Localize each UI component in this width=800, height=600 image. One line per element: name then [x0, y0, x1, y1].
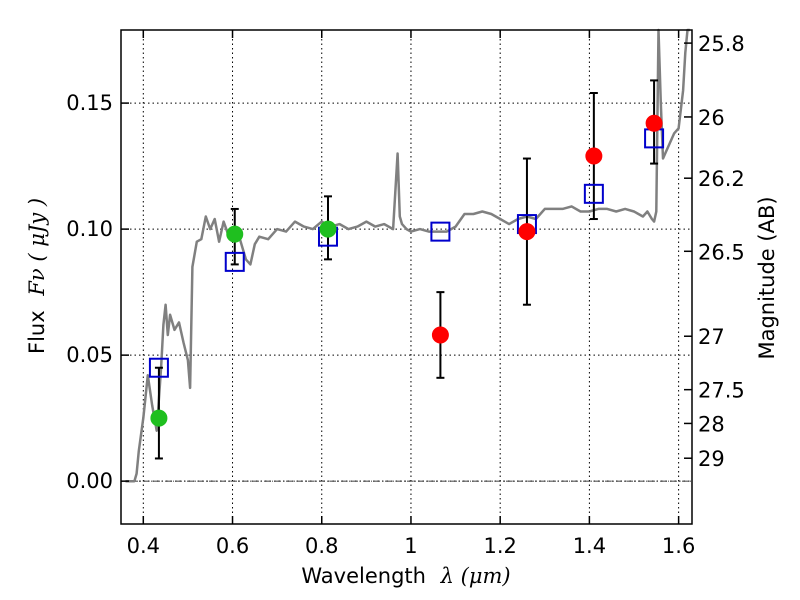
model-points-layer [148, 128, 665, 378]
y-axis-label-symbol: Fν ( μJy ) [25, 198, 49, 297]
observed-point-5 [585, 147, 603, 165]
observed-points-layer [150, 114, 663, 427]
model-spectrum-line [125, 28, 690, 483]
tick-layer: 0.4 0.6 0.8 1 1.2 1.4 1.6 0.00 0.05 0.10 0.15 25.8 2… [66, 30, 745, 558]
x-tick-label-4: 1.2 [483, 534, 516, 558]
y-axis-label-word: Flux [25, 310, 49, 354]
observed-point-3 [431, 326, 449, 344]
mag-tick-label-2: 26.2 [698, 167, 745, 191]
x-tick-label-6: 1.6 [662, 534, 695, 558]
errorbar-layer [154, 79, 659, 460]
x-tick-label-3: 1 [404, 534, 417, 558]
x-axis-label-symbol: λ (μm) [440, 564, 511, 588]
plot-frame [120, 29, 693, 525]
observed-point-0 [150, 409, 168, 427]
x-axis-label-word: Wavelength [301, 564, 426, 588]
mag-tick-label-5: 27.5 [698, 379, 745, 403]
mag-tick-label-6: 28 [698, 412, 725, 436]
model-point-box-0 [148, 357, 169, 378]
y-tick-label-2: 0.10 [66, 217, 113, 241]
x-tick-label-5: 1.4 [573, 534, 606, 558]
x-axis-label: Wavelength λ (μm) [301, 564, 510, 588]
observed-point-6 [645, 114, 663, 132]
y-tick-label-1: 0.05 [66, 343, 113, 367]
x-tick-label-2: 0.8 [305, 534, 338, 558]
x-tick-label-1: 0.6 [216, 534, 249, 558]
model-point-box-5 [583, 183, 604, 204]
model-point-box-3 [430, 221, 451, 242]
observed-point-4 [518, 223, 536, 241]
y-axis-label: Flux Fν ( μJy ) [25, 198, 49, 354]
observed-point-1 [226, 225, 244, 243]
mag-tick-label-3: 26.5 [698, 240, 745, 264]
y2-axis-label: Magnitude (AB) [755, 196, 779, 359]
y-tick-label-3: 0.15 [66, 91, 113, 115]
mag-tick-label-0: 25.8 [698, 32, 745, 56]
mag-tick-label-1: 26 [698, 106, 725, 130]
mag-tick-label-7: 29 [698, 447, 725, 471]
observed-point-2 [319, 220, 337, 238]
mag-tick-label-4: 27 [698, 325, 725, 349]
y-tick-label-0: 0.00 [66, 469, 113, 493]
model-spectrum-layer [125, 28, 690, 483]
grid-lines [121, 30, 692, 524]
x-tick-label-0: 0.4 [127, 534, 160, 558]
model-point-box-1 [224, 251, 245, 272]
axes-frame [120, 29, 693, 525]
